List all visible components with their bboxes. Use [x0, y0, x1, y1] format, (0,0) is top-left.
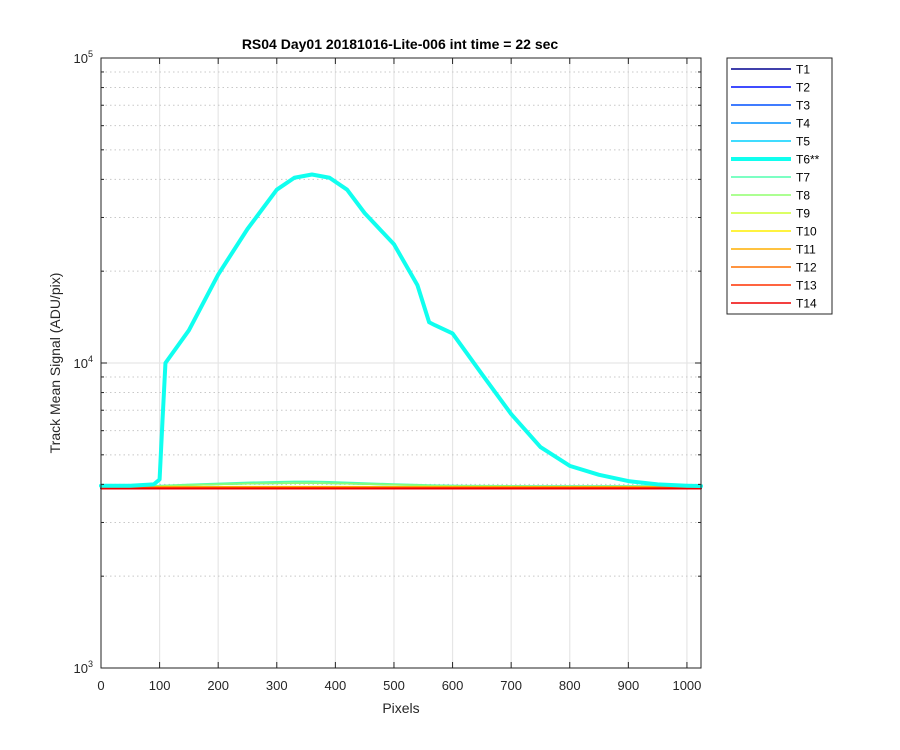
x-tick-label: 400	[325, 678, 347, 693]
y-tick-label-exponent: 3	[88, 659, 93, 669]
legend-label: T6**	[796, 153, 820, 167]
x-tick-label: 200	[207, 678, 229, 693]
x-tick-labels: 0 100 200 300 400 500 600 700 800 900 1000	[97, 678, 701, 693]
chart-title: RS04 Day01 20181016-Lite-006 int time = …	[242, 36, 559, 52]
x-tick-label: 1000	[672, 678, 701, 693]
legend-box	[726, 57, 833, 315]
axis-ticks	[100, 57, 701, 669]
legend-label: T14	[796, 297, 817, 311]
legend-label: T4	[796, 117, 810, 131]
x-tick-label: 300	[266, 678, 288, 693]
series-line-t6	[99, 172, 703, 489]
x-tick-label: 100	[149, 678, 171, 693]
x-tick-label: 500	[383, 678, 405, 693]
legend-label: T9	[796, 207, 810, 221]
y-tick-label: 104	[74, 354, 93, 371]
legend-label: T1	[796, 63, 810, 77]
legend-label: T8	[796, 189, 810, 203]
y-tick-label: 103	[74, 659, 93, 676]
x-tick-label: 600	[442, 678, 464, 693]
legend: T1 T2 T3 T4 T5 T6** T7 T8 T9 T10 T11 T12 T13 T14	[726, 57, 833, 315]
legend-label: T12	[796, 261, 817, 275]
y-axis-label: Track Mean Signal (ADU/pix)	[47, 273, 63, 454]
y-tick-label-base: 10	[74, 51, 88, 66]
legend-label: T13	[796, 279, 817, 293]
legend-label: T5	[796, 135, 810, 149]
series-lines	[99, 172, 703, 490]
x-tick-label: 800	[559, 678, 581, 693]
x-tick-label: 700	[500, 678, 522, 693]
legend-label: T3	[796, 99, 810, 113]
legend-entries: T1 T2 T3 T4 T5 T6** T7 T8 T9 T10 T11 T12 T13 T14	[731, 63, 820, 311]
y-tick-label-base: 10	[74, 356, 88, 371]
y-tick-label-base: 10	[74, 661, 88, 676]
y-tick-label: 105	[74, 49, 93, 66]
y-tick-label-exponent: 5	[88, 49, 93, 59]
legend-label: T7	[796, 171, 810, 185]
y-tick-label-exponent: 4	[88, 354, 93, 364]
x-tick-label: 0	[97, 678, 104, 693]
x-tick-label: 900	[617, 678, 639, 693]
legend-label: T2	[796, 81, 810, 95]
legend-label: T11	[796, 243, 816, 257]
x-axis-label: Pixels	[382, 700, 419, 716]
legend-label: T10	[796, 225, 817, 239]
